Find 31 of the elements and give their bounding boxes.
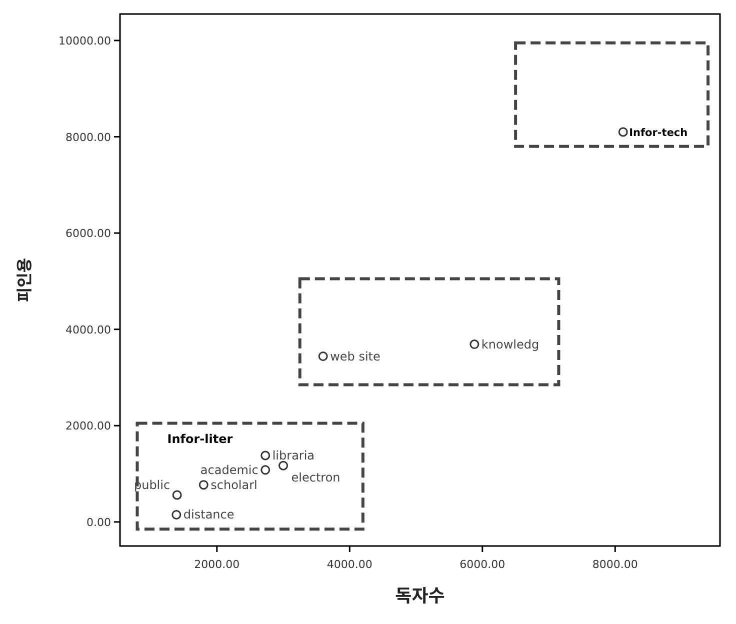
y-tick-label: 8000.00 (66, 130, 111, 144)
x-tick-label: 6000.00 (460, 558, 506, 571)
point (618, 127, 628, 137)
y-axis-title: 피인용 (11, 258, 35, 302)
y-tick-label: 10000.00 (58, 34, 111, 48)
y-tick-label: 6000.00 (66, 227, 111, 240)
y-tick-label: 2000.00 (66, 420, 111, 433)
annotation: Infor-liter (167, 432, 233, 446)
annotation: distance (183, 508, 234, 522)
y-tick-label: 0.00 (86, 516, 111, 529)
point (260, 450, 270, 460)
point (172, 510, 182, 520)
point (260, 465, 270, 475)
x-axis-title: 독자수 (395, 582, 445, 608)
point (172, 490, 182, 500)
annotation: electron (291, 470, 340, 485)
annotation: knowledg (481, 337, 540, 352)
annotation: web site (330, 349, 380, 364)
annotation: academic (200, 462, 258, 477)
point (198, 480, 208, 490)
point (318, 352, 328, 362)
annotation: public (134, 478, 170, 492)
x-tick-label: 2000.00 (194, 558, 240, 571)
annotation: libraria (272, 448, 315, 462)
point (470, 340, 480, 350)
point (278, 460, 288, 470)
annotation: scholarl (210, 478, 258, 492)
y-tick-label: 4000.00 (66, 323, 111, 336)
x-tick-label: 4000.00 (326, 558, 372, 571)
annotation: Infor-tech (629, 126, 688, 139)
x-tick-label: 8000.00 (592, 558, 638, 571)
